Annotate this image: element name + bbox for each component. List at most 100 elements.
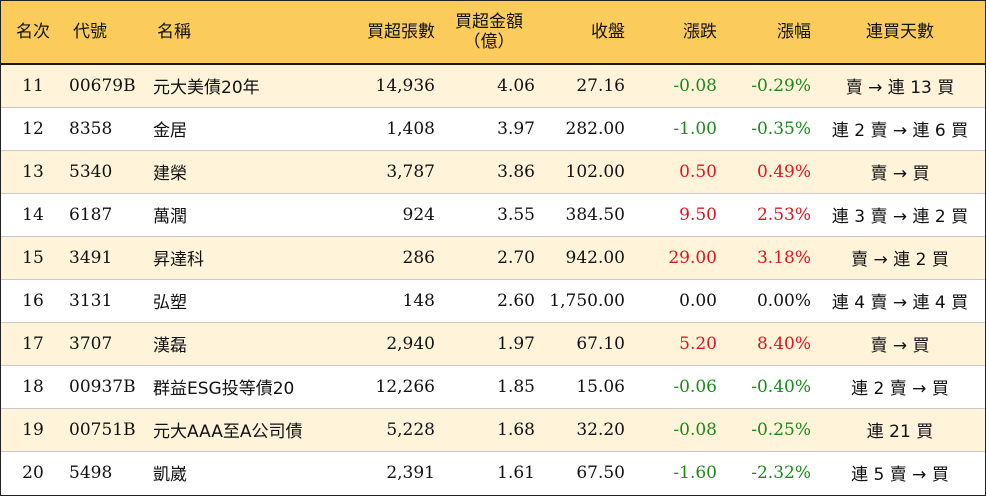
cell-consecutive-days: 連 21 買: [815, 408, 985, 452]
cell-net-buy-amount: 3.55: [439, 193, 539, 237]
table-body: 11 00679B 元大美債20年 14,936 4.06 27.16 -0.0…: [1, 64, 985, 494]
header-change-pct: 漲幅: [721, 1, 815, 65]
header-consecutive-days: 連買天數: [815, 1, 985, 65]
cell-close: 67.10: [539, 322, 629, 366]
cell-name: 昇達科: [149, 236, 339, 280]
cell-net-buy-amount: 4.06: [439, 64, 539, 108]
cell-rank: 14: [1, 193, 65, 237]
cell-code: 3131: [65, 279, 149, 323]
cell-change-pct: 0.49%: [721, 150, 815, 194]
cell-code: 00751B: [65, 408, 149, 452]
cell-code: 5498: [69, 462, 113, 483]
header-net-buy-amount-line2: （億）: [463, 32, 515, 52]
cell-name: 群益ESG投等債20: [149, 365, 339, 409]
cell-net-buy-lots: 924: [339, 193, 439, 237]
cell-code: 6187: [65, 193, 149, 237]
cell-change: 5.20: [629, 322, 721, 366]
cell-consecutive-days: 連 4 賣 → 連 4 買: [815, 279, 985, 323]
cell-net-buy-lots: 12,266: [339, 365, 439, 409]
table-row: 12 8358 金居 1,408 3.97 282.00 -1.00 -0.35…: [1, 107, 985, 151]
cell-change: 0.50: [629, 150, 721, 194]
cell-rank: 20: [22, 462, 44, 483]
cell-consecutive-days: 賣 → 買: [815, 150, 985, 194]
cell-net-buy-lots: 2,391: [386, 462, 435, 483]
cell-consecutive-days: 連 2 賣 → 買: [815, 365, 985, 409]
cell-close: 102.00: [539, 150, 629, 194]
cell-net-buy-lots: 148: [339, 279, 439, 323]
cell-rank: 16: [1, 279, 65, 323]
cell-code: 00937B: [65, 365, 149, 409]
cell-code: 8358: [65, 107, 149, 151]
cell-consecutive-days: 連 5 賣 → 買: [851, 465, 949, 486]
cell-name: 凱崴: [153, 465, 187, 486]
cell-net-buy-amount: 3.97: [439, 107, 539, 151]
cell-rank: 11: [1, 64, 65, 108]
cell-change: -0.06: [629, 365, 721, 409]
cell-net-buy-amount: 2.60: [439, 279, 539, 323]
cell-close: 15.06: [539, 365, 629, 409]
cell-name: 元大美債20年: [149, 64, 339, 108]
cell-net-buy-amount: 1.61: [497, 462, 535, 483]
cell-close: 1,750.00: [539, 279, 629, 323]
cell-change: 9.50: [629, 193, 721, 237]
table-row: 13 5340 建榮 3,787 3.86 102.00 0.50 0.49% …: [1, 150, 985, 194]
table-row: 17 3707 漢磊 2,940 1.97 67.10 5.20 8.40% 賣…: [1, 322, 985, 366]
cell-net-buy-lots: 14,936: [339, 64, 439, 108]
table-row: 14 6187 萬潤 924 3.55 384.50 9.50 2.53% 連 …: [1, 193, 985, 237]
cell-close: 67.50: [576, 462, 625, 483]
table-row: 20 5498 凱崴 2,391 1.61 67.50 -1.60 -2.32%…: [1, 451, 985, 494]
cell-rank: 13: [1, 150, 65, 194]
cell-close: 942.00: [539, 236, 629, 280]
cell-consecutive-days: 賣 → 買: [815, 322, 985, 366]
cell-consecutive-days: 連 2 賣 → 連 6 買: [815, 107, 985, 151]
cell-change: -0.08: [629, 408, 721, 452]
cell-consecutive-days: 賣 → 連 2 買: [815, 236, 985, 280]
cell-net-buy-amount: 3.86: [439, 150, 539, 194]
cell-change-pct: 3.18%: [721, 236, 815, 280]
cell-consecutive-days: 連 3 賣 → 連 2 買: [815, 193, 985, 237]
table-row: 18 00937B 群益ESG投等債20 12,266 1.85 15.06 -…: [1, 365, 985, 409]
header-close: 收盤: [539, 1, 629, 65]
cell-close: 282.00: [539, 107, 629, 151]
cell-code: 5340: [65, 150, 149, 194]
cell-name: 建榮: [149, 150, 339, 194]
cell-name: 萬潤: [149, 193, 339, 237]
cell-rank: 17: [1, 322, 65, 366]
cell-net-buy-amount: 1.97: [439, 322, 539, 366]
table-row: 16 3131 弘塑 148 2.60 1,750.00 0.00 0.00% …: [1, 279, 985, 323]
cell-net-buy-amount: 1.85: [439, 365, 539, 409]
cell-net-buy-amount: 1.68: [439, 408, 539, 452]
header-change: 漲跌: [629, 1, 721, 65]
header-net-buy-amount-line1: 買超金額: [455, 12, 523, 32]
cell-change-pct: 0.00%: [721, 279, 815, 323]
cell-rank: 19: [1, 408, 65, 452]
cell-name: 弘塑: [149, 279, 339, 323]
cell-close: 384.50: [539, 193, 629, 237]
cell-change-pct: -0.29%: [721, 64, 815, 108]
cell-rank: 15: [1, 236, 65, 280]
cell-net-buy-amount: 2.70: [439, 236, 539, 280]
header-name: 名稱: [149, 1, 339, 65]
cell-net-buy-lots: 2,940: [339, 322, 439, 366]
header-net-buy-lots: 買超張數: [339, 1, 439, 65]
cell-consecutive-days: 賣 → 連 13 買: [815, 64, 985, 108]
cell-name: 元大AAA至A公司債: [149, 408, 339, 452]
header-rank: 名次: [1, 1, 65, 65]
table-row: 19 00751B 元大AAA至A公司債 5,228 1.68 32.20 -0…: [1, 408, 985, 452]
cell-change-pct: 2.53%: [721, 193, 815, 237]
cell-change: -1.00: [629, 107, 721, 151]
cell-change-pct: -0.25%: [721, 408, 815, 452]
cell-change: -0.08: [629, 64, 721, 108]
cell-change: -1.60: [673, 462, 717, 483]
cell-code: 3491: [65, 236, 149, 280]
cell-change: 29.00: [629, 236, 721, 280]
cell-close: 27.16: [539, 64, 629, 108]
header-code: 代號: [65, 1, 149, 65]
cell-rank: 18: [1, 365, 65, 409]
cell-code: 00679B: [65, 64, 149, 108]
cell-net-buy-lots: 5,228: [339, 408, 439, 452]
cell-change-pct: -2.32%: [751, 462, 811, 483]
table-row: 15 3491 昇達科 286 2.70 942.00 29.00 3.18% …: [1, 236, 985, 280]
